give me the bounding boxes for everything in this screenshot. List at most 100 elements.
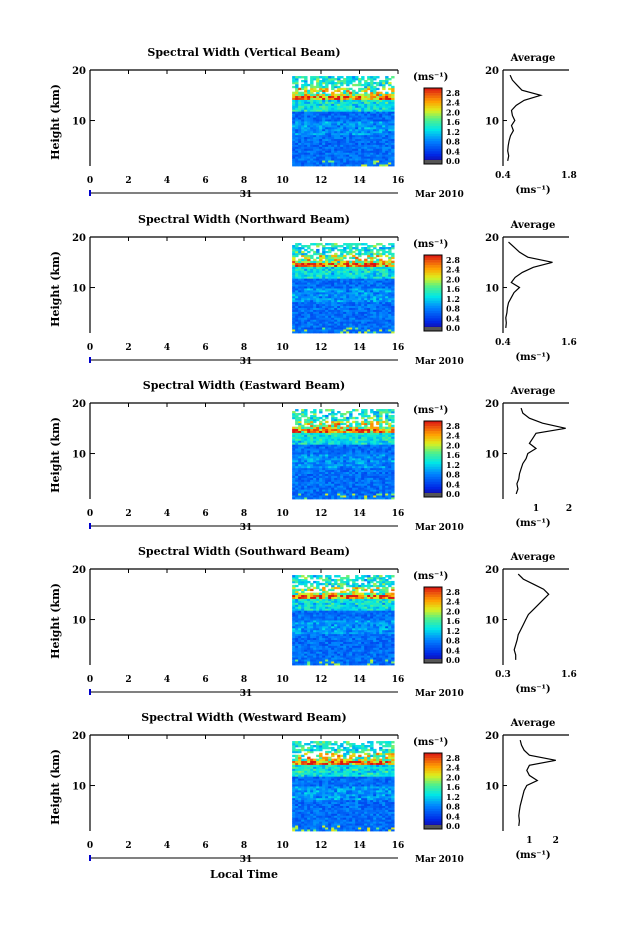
heatmap-cell <box>298 305 302 308</box>
heatmap-cell <box>319 465 323 469</box>
heatmap-cell <box>295 286 299 289</box>
heatmap-cell <box>340 144 344 147</box>
heatmap-cell <box>364 477 368 480</box>
heatmap-cell <box>337 303 341 307</box>
heatmap-cell <box>364 297 368 301</box>
heatmap-cell <box>307 274 311 277</box>
colorbar-segment <box>424 464 442 467</box>
heatmap-cell <box>298 319 302 322</box>
heatmap-cell <box>379 436 383 439</box>
heatmap-cell <box>343 313 347 316</box>
heatmap-cell <box>364 495 368 498</box>
heatmap-cell <box>358 262 362 265</box>
heatmap-cell <box>295 260 299 264</box>
heatmap-cell <box>340 124 344 128</box>
heatmap-cell <box>316 122 320 126</box>
heatmap-cell <box>349 243 353 246</box>
heatmap-cell <box>358 162 362 165</box>
heatmap-cell <box>322 103 326 106</box>
heatmap-cell <box>331 93 335 97</box>
heatmap-cell <box>292 457 296 461</box>
heatmap-cell <box>328 651 332 654</box>
heatmap-cell <box>379 107 383 110</box>
heatmap-cell <box>358 248 362 252</box>
heatmap-cell <box>331 467 335 471</box>
heatmap-cell <box>343 432 347 435</box>
heatmap-cell <box>331 99 335 102</box>
heatmap-cell <box>331 254 335 258</box>
heatmap-cell <box>340 282 344 285</box>
heatmap-cell <box>334 81 338 85</box>
heatmap-cell <box>364 475 368 478</box>
heatmap-cell <box>346 651 350 654</box>
heatmap-cell <box>298 144 302 147</box>
heatmap-cell <box>373 454 377 457</box>
heatmap-cell <box>337 450 341 453</box>
heatmap-cell <box>292 442 296 445</box>
heatmap-cell <box>343 416 347 420</box>
heatmap-cell <box>301 321 305 324</box>
heatmap-cell <box>304 85 308 89</box>
heatmap-cell <box>310 138 314 141</box>
heatmap-cell <box>364 473 368 476</box>
heatmap-cell <box>337 467 341 471</box>
heatmap-cell <box>367 274 371 277</box>
heatmap-cell <box>361 295 365 299</box>
heatmap-cell <box>355 463 359 467</box>
heatmap-cell <box>382 152 386 155</box>
heatmap-cell <box>337 455 341 459</box>
heatmap-cell <box>337 134 341 138</box>
heatmap-cell <box>391 303 395 307</box>
heatmap-cell <box>346 473 350 476</box>
heatmap-cell <box>337 465 341 469</box>
heatmap-cell <box>319 643 323 646</box>
heatmap-cell <box>364 152 368 155</box>
heatmap-cell <box>367 111 371 114</box>
heatmap-cell <box>343 461 347 465</box>
heatmap-cell <box>379 117 383 120</box>
heatmap-cell <box>322 262 326 265</box>
heatmap-cell <box>301 442 305 445</box>
heatmap-cell <box>355 291 359 295</box>
heatmap-cell <box>349 459 353 463</box>
heatmap-cell <box>304 132 308 136</box>
heatmap-cell <box>295 282 299 285</box>
heatmap-cell <box>310 91 314 95</box>
heatmap-cell <box>334 655 338 658</box>
heatmap-cell <box>322 79 326 83</box>
heatmap-cell <box>370 659 374 662</box>
heatmap-cell <box>304 160 308 163</box>
heatmap-cell <box>370 424 374 428</box>
heatmap-cell <box>322 99 326 102</box>
heatmap-cell <box>352 280 356 283</box>
heatmap-cell <box>346 643 350 646</box>
heatmap-cell <box>301 463 305 467</box>
heatmap-cell <box>328 248 332 252</box>
heatmap-cell <box>292 452 296 455</box>
heatmap-cell <box>364 651 368 654</box>
heatmap-cell <box>367 454 371 457</box>
heatmap-cell <box>331 124 335 128</box>
heatmap-cell <box>340 87 344 91</box>
heatmap-cell <box>382 299 386 303</box>
heatmap-cell <box>319 420 323 424</box>
heatmap-cell <box>295 154 299 157</box>
colorbar-segment <box>424 90 442 94</box>
heatmap-cell <box>367 256 371 260</box>
heatmap-cell <box>328 142 332 145</box>
heatmap-cell <box>361 651 365 654</box>
heatmap-cell <box>322 282 326 285</box>
heatmap-cell <box>382 307 386 310</box>
heatmap-cell <box>325 479 329 482</box>
heatmap-cell <box>376 409 380 412</box>
heatmap-cell <box>352 113 356 116</box>
colorbar-tick-label: 0.0 <box>446 489 460 499</box>
heatmap-cell <box>325 440 329 443</box>
heatmap-cell <box>298 91 302 95</box>
heatmap-cell <box>295 452 299 455</box>
heatmap-cell <box>349 311 353 314</box>
heatmap-cell <box>361 272 365 275</box>
heatmap-cell <box>298 252 302 256</box>
heatmap-cell <box>373 91 377 95</box>
heatmap-cell <box>304 288 308 291</box>
